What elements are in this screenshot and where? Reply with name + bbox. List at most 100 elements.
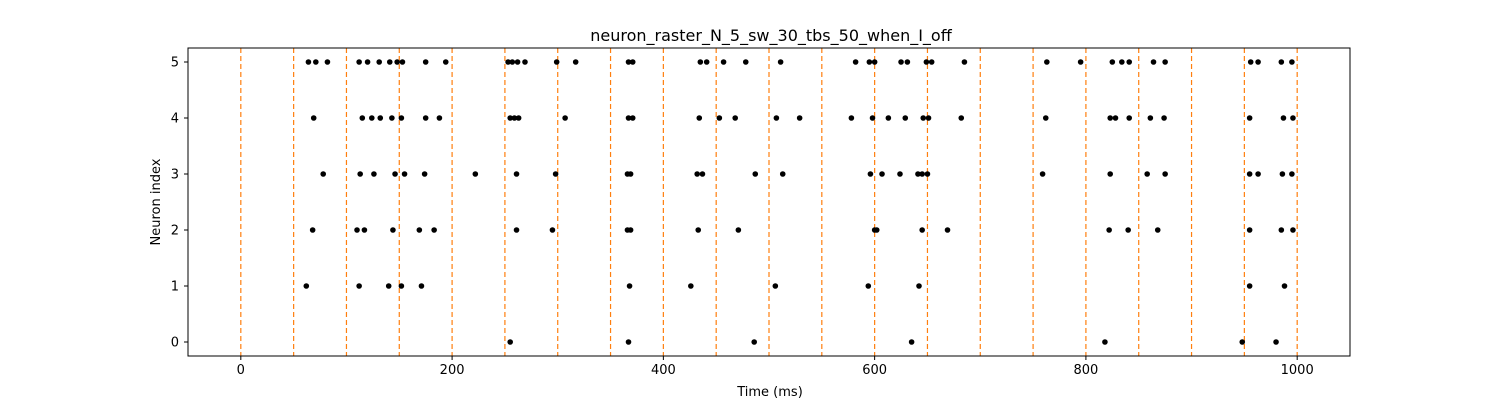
spike-marker — [703, 59, 710, 65]
spike-marker — [1246, 171, 1253, 177]
x-tick-label: 400 — [651, 363, 676, 378]
spike-marker — [1289, 171, 1295, 177]
spike-marker — [735, 227, 742, 233]
spike-marker — [627, 227, 634, 233]
spike-marker — [1126, 59, 1133, 65]
spike-marker — [309, 227, 316, 233]
spike-marker — [1044, 59, 1050, 65]
spike-marker — [390, 227, 396, 233]
spike-marker — [522, 59, 528, 65]
y-tick-label: 4 — [171, 112, 179, 127]
spike-marker — [369, 115, 375, 121]
spike-marker — [1255, 59, 1261, 65]
spike-marker — [696, 115, 703, 121]
spike-marker — [356, 283, 362, 289]
spike-marker — [871, 59, 878, 65]
y-tick-label: 3 — [171, 168, 179, 183]
x-tick-label: 600 — [862, 363, 887, 378]
spike-marker — [752, 171, 759, 177]
spike-marker — [919, 227, 925, 233]
y-tick-label: 2 — [171, 224, 179, 239]
spike-marker — [902, 115, 909, 121]
spike-marker — [629, 115, 636, 121]
spike-marker — [865, 283, 872, 289]
spike-marker — [688, 283, 694, 289]
spike-marker — [625, 339, 632, 345]
spike-marker — [866, 59, 873, 65]
spike-marker — [1289, 59, 1295, 65]
spike-marker — [958, 115, 965, 121]
spike-marker — [1279, 171, 1286, 177]
spike-marker — [392, 171, 398, 177]
spike-marker — [1126, 115, 1133, 121]
spike-marker — [507, 339, 513, 345]
spike-marker — [320, 171, 327, 177]
spike-marker — [695, 227, 702, 233]
spike-marker — [627, 171, 634, 177]
spike-marker — [699, 171, 706, 177]
spike-marker — [1278, 227, 1285, 233]
spike-marker — [356, 59, 362, 65]
spike-marker — [562, 115, 568, 121]
x-tick-label: 800 — [1073, 363, 1098, 378]
spike-marker — [505, 59, 511, 65]
spike-marker — [852, 59, 859, 65]
spike-marker — [553, 59, 560, 65]
spike-marker — [357, 171, 363, 177]
spike-marker — [1246, 115, 1253, 121]
spike-marker — [361, 227, 368, 233]
spike-marker — [629, 59, 636, 65]
spike-marker — [848, 115, 855, 121]
spike-marker — [394, 59, 400, 65]
spike-marker — [779, 171, 786, 177]
spike-marker — [313, 59, 319, 65]
y-tick-label: 1 — [171, 280, 179, 295]
spike-marker — [513, 227, 520, 233]
spike-marker — [1280, 115, 1287, 121]
spike-marker — [1107, 171, 1114, 177]
spike-marker — [442, 59, 449, 65]
spike-marker — [401, 171, 408, 177]
spike-marker — [919, 171, 925, 177]
spike-marker — [694, 171, 700, 177]
spike-marker — [1290, 115, 1296, 121]
spike-marker — [928, 59, 935, 65]
spike-marker — [386, 59, 393, 65]
spike-marker — [509, 59, 516, 65]
spike-marker — [1246, 227, 1253, 233]
spike-marker — [777, 59, 784, 65]
spike-marker — [305, 59, 312, 65]
spike-marker — [552, 171, 559, 177]
spike-marker — [1281, 283, 1288, 289]
spike-marker — [354, 227, 360, 233]
spike-marker — [961, 59, 968, 65]
spike-marker — [869, 115, 876, 121]
spike-marker — [398, 115, 405, 121]
spike-marker — [416, 227, 423, 233]
x-tick-label: 200 — [440, 363, 465, 378]
spike-marker — [916, 283, 922, 289]
spike-marker — [915, 171, 921, 177]
spike-marker — [879, 171, 885, 177]
spike-marker — [697, 59, 704, 65]
spike-marker — [303, 283, 310, 289]
spike-marker — [514, 59, 521, 65]
spike-marker — [364, 59, 371, 65]
spike-marker — [944, 227, 951, 233]
spike-marker — [324, 59, 331, 65]
spike-marker — [513, 171, 520, 177]
spike-marker — [626, 283, 633, 289]
spike-marker — [1150, 59, 1157, 65]
spike-marker — [359, 115, 366, 121]
spike-marker — [716, 115, 723, 121]
spike-marker — [720, 59, 727, 65]
spike-marker — [389, 115, 395, 121]
chart-title: neuron_raster_N_5_sw_30_tbs_50_when_I_of… — [590, 26, 952, 46]
spike-marker — [751, 339, 758, 345]
spike-marker — [310, 115, 317, 121]
spike-marker — [1106, 227, 1112, 233]
x-tick-label: 1000 — [1281, 363, 1314, 378]
x-tick-label: 0 — [237, 363, 245, 378]
